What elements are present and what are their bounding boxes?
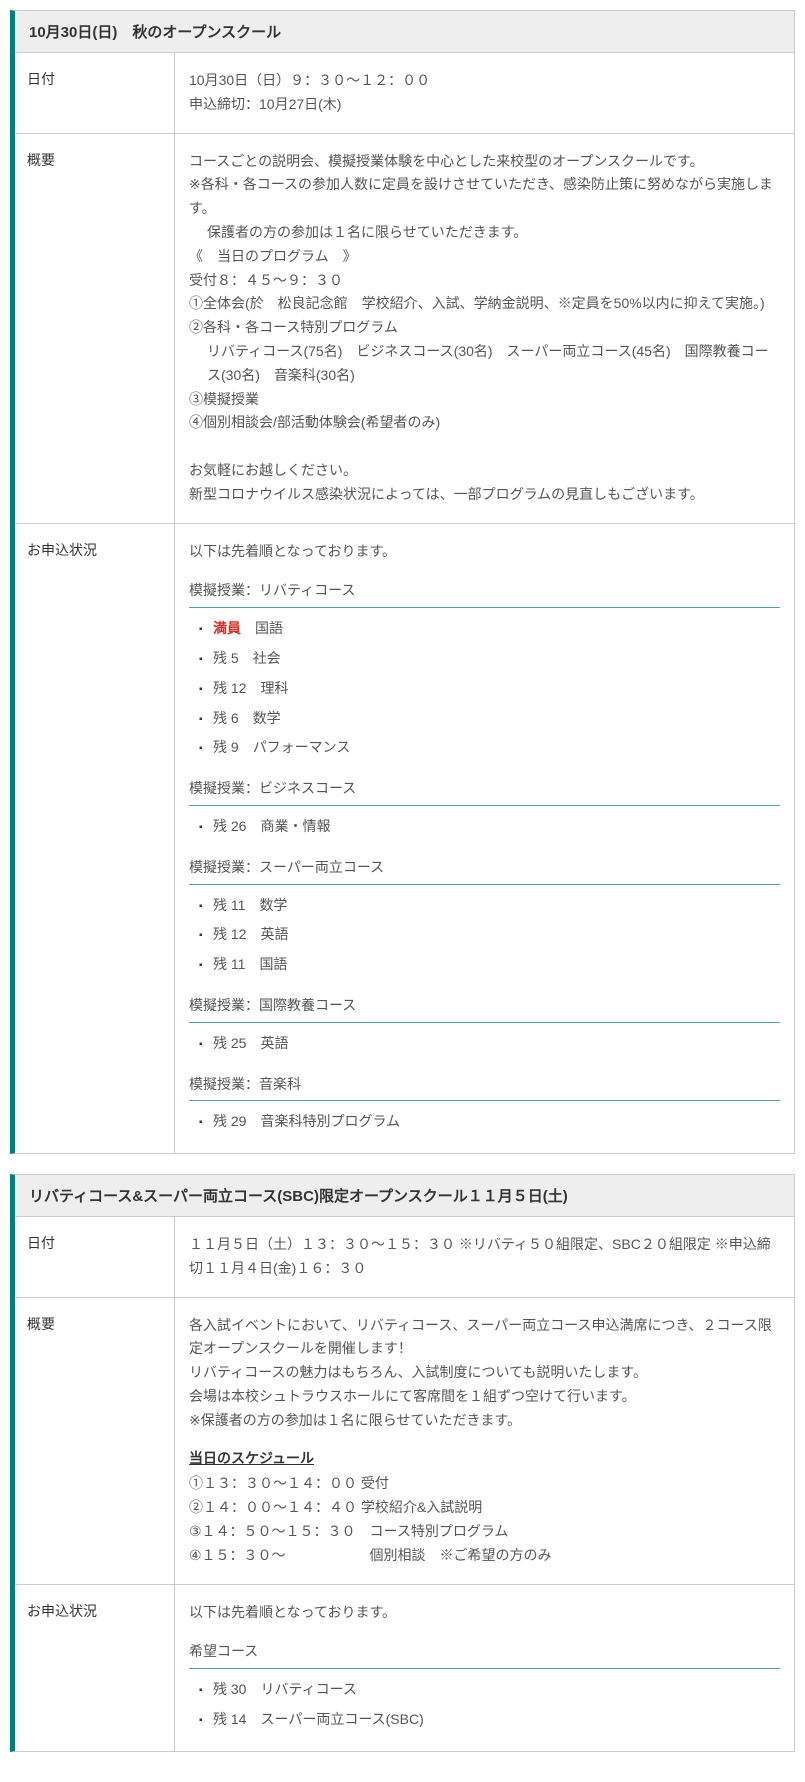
- content-status: 以下は先着順となっております。 模擬授業：リバティコース 満員 国語 残 5 社…: [175, 524, 794, 1154]
- ov-l3: 保護者の方の参加は１名に限らせていただきます。: [189, 221, 780, 245]
- status-section-title: 模擬授業：音楽科: [189, 1059, 780, 1102]
- ov2-s2: ②１４：００～１４：４０ 学校紹介&入試説明: [189, 1499, 482, 1515]
- course-name: 国語: [259, 956, 287, 972]
- date-line-2: 申込締切：10月27日(木): [189, 96, 341, 112]
- list-item: 残 29 音楽科特別プログラム: [213, 1107, 780, 1137]
- label-date: 日付: [15, 53, 175, 133]
- ov-l12: 新型コロナウイルス感染状況によっては、一部プログラムの見直しもございます。: [189, 486, 704, 502]
- course-name: 商業・情報: [260, 818, 330, 834]
- list-item: 残 12 理科: [213, 674, 780, 704]
- label-date: 日付: [15, 1217, 175, 1297]
- ov-l6: ①全体会(於 松良記念館 学校紹介、入試、学納金説明、※定員を50%以内に抑えて…: [189, 295, 765, 311]
- course-name: 音楽科特別プログラム: [260, 1113, 400, 1129]
- course-name: 理科: [260, 680, 288, 696]
- list-item: 残 12 英語: [213, 920, 780, 950]
- remain-count: 残 25: [213, 1035, 246, 1051]
- content-overview: 各入試イベントにおいて、リバティコース、スーパー両立コース申込満席につき、２コー…: [175, 1298, 794, 1584]
- course-list: 残 11 数学 残 12 英語 残 11 国語: [189, 885, 780, 980]
- ov-l10: ④個別相談会/部活動体験会(希望者のみ): [189, 414, 440, 430]
- course-list: 残 26 商業・情報: [189, 806, 780, 842]
- ov-l2: ※各科・各コースの参加人数に定員を設けさせていただき、感染防止策に努めながら実施…: [189, 176, 773, 216]
- remain-count: 残 26: [213, 818, 246, 834]
- label-overview: 概要: [15, 1298, 175, 1584]
- event-header: 10月30日(日) 秋のオープンスクール: [15, 11, 794, 53]
- course-list: 満員 国語 残 5 社会 残 12 理科 残 6 数学 残 9 パフォーマンス: [189, 608, 780, 763]
- date-line-1: 10月30日（日）９：３０～１２：００: [189, 72, 430, 88]
- ov2-l2: リバティコースの魅力はもちろん、入試制度についても説明いたします。: [189, 1364, 647, 1380]
- status-section-title: 模擬授業：スーパー両立コース: [189, 842, 780, 885]
- content-overview: コースごとの説明会、模擬授業体験を中心とした来校型のオープンスクールです。 ※各…: [175, 134, 794, 523]
- course-list: 残 29 音楽科特別プログラム: [189, 1101, 780, 1137]
- status-intro: 以下は先着順となっております。: [189, 540, 780, 564]
- remain-count: 残 6: [213, 710, 239, 726]
- remain-count: 残 5: [213, 650, 239, 666]
- row-overview: 概要 コースごとの説明会、模擬授業体験を中心とした来校型のオープンスクールです。…: [15, 134, 794, 524]
- ov2-l1: 各入試イベントにおいて、リバティコース、スーパー両立コース申込満席につき、２コー…: [189, 1317, 772, 1357]
- event-header: リバティコース&スーパー両立コース(SBC)限定オープンスクール１１月５日(土): [15, 1175, 794, 1217]
- ov-l4: 《 当日のプログラム 》: [189, 248, 357, 264]
- course-name: リバティコース: [260, 1681, 356, 1697]
- course-list: 残 25 英語: [189, 1023, 780, 1059]
- remain-count: 残 9: [213, 739, 239, 755]
- list-item: 残 9 パフォーマンス: [213, 733, 780, 763]
- status-section-title: 希望コース: [189, 1630, 780, 1669]
- content-date: 10月30日（日）９：３０～１２：００ 申込締切：10月27日(木): [175, 53, 794, 133]
- course-name: 英語: [260, 926, 288, 942]
- content-status: 以下は先着順となっております。 希望コース 残 30 リバティコース 残 14 …: [175, 1585, 794, 1751]
- event-block-1: 10月30日(日) 秋のオープンスクール 日付 10月30日（日）９：３０～１２…: [10, 10, 795, 1154]
- list-item: 残 25 英語: [213, 1029, 780, 1059]
- row-overview: 概要 各入試イベントにおいて、リバティコース、スーパー両立コース申込満席につき、…: [15, 1298, 794, 1585]
- ov2-s4: ④１５：３０～ 個別相談 ※ご希望の方のみ: [189, 1547, 552, 1563]
- list-item: 残 11 数学: [213, 891, 780, 921]
- course-name: 英語: [260, 1035, 288, 1051]
- status-section-title: 模擬授業：ビジネスコース: [189, 763, 780, 806]
- ov-l8: リバティコース(75名) ビジネスコース(30名) スーパー両立コース(45名)…: [189, 340, 780, 388]
- full-badge: 満員: [213, 620, 241, 636]
- list-item: 残 30 リバティコース: [213, 1675, 780, 1705]
- course-name: 数学: [253, 710, 281, 726]
- status-section-title: 模擬授業：リバティコース: [189, 569, 780, 608]
- course-name: 数学: [259, 897, 287, 913]
- label-overview: 概要: [15, 134, 175, 523]
- course-name: スーパー両立コース(SBC): [260, 1711, 423, 1727]
- ov-l7: ②各科・各コース特別プログラム: [189, 319, 398, 335]
- remain-count: 残 12: [213, 680, 246, 696]
- course-list: 残 30 リバティコース 残 14 スーパー両立コース(SBC): [189, 1669, 780, 1735]
- remain-count: 残 11: [213, 897, 245, 913]
- label-status: お申込状況: [15, 1585, 175, 1751]
- row-status: お申込状況 以下は先着順となっております。 希望コース 残 30 リバティコース…: [15, 1585, 794, 1751]
- remain-count: 残 11: [213, 956, 245, 972]
- event-block-2: リバティコース&スーパー両立コース(SBC)限定オープンスクール１１月５日(土)…: [10, 1174, 795, 1752]
- list-item: 満員 国語: [213, 614, 780, 644]
- remain-count: 残 30: [213, 1681, 246, 1697]
- list-item: 残 26 商業・情報: [213, 812, 780, 842]
- ov-l1: コースごとの説明会、模擬授業体験を中心とした来校型のオープンスクールです。: [189, 153, 704, 169]
- label-status: お申込状況: [15, 524, 175, 1154]
- ov2-s3: ③１４：５０～１５：３０ コース特別プログラム: [189, 1523, 508, 1539]
- schedule-header: 当日のスケジュール: [189, 1447, 780, 1471]
- course-name: 国語: [255, 620, 283, 636]
- content-date: １１月５日（土）１３：３０～１５：３０ ※リバティ５０組限定、SBC２０組限定 …: [175, 1217, 794, 1297]
- ov2-l3: 会場は本校シュトラウスホールにて客席間を１組ずつ空けて行います。: [189, 1388, 636, 1404]
- remain-count: 残 14: [213, 1711, 246, 1727]
- list-item: 残 5 社会: [213, 644, 780, 674]
- ov2-s1: ①１３：３０～１４：００ 受付: [189, 1475, 389, 1491]
- ov-l5: 受付８：４５～９：３０: [189, 272, 343, 288]
- ov-l11: お気軽にお越しください。: [189, 462, 357, 478]
- row-status: お申込状況 以下は先着順となっております。 模擬授業：リバティコース 満員 国語…: [15, 524, 794, 1154]
- remain-count: 残 12: [213, 926, 246, 942]
- list-item: 残 6 数学: [213, 704, 780, 734]
- list-item: 残 14 スーパー両立コース(SBC): [213, 1705, 780, 1735]
- course-name: パフォーマンス: [253, 739, 351, 755]
- ov-l9: ③模擬授業: [189, 391, 259, 407]
- course-name: 社会: [253, 650, 281, 666]
- list-item: 残 11 国語: [213, 950, 780, 980]
- row-date: 日付 10月30日（日）９：３０～１２：００ 申込締切：10月27日(木): [15, 53, 794, 134]
- ov2-l4: ※保護者の方の参加は１名に限らせていただきます。: [189, 1412, 521, 1428]
- status-section-title: 模擬授業：国際教養コース: [189, 980, 780, 1023]
- date-line-1: １１月５日（土）１３：３０～１５：３０ ※リバティ５０組限定、SBC２０組限定 …: [189, 1236, 771, 1276]
- row-date: 日付 １１月５日（土）１３：３０～１５：３０ ※リバティ５０組限定、SBC２０組…: [15, 1217, 794, 1298]
- status-intro: 以下は先着順となっております。: [189, 1601, 780, 1625]
- remain-count: 残 29: [213, 1113, 246, 1129]
